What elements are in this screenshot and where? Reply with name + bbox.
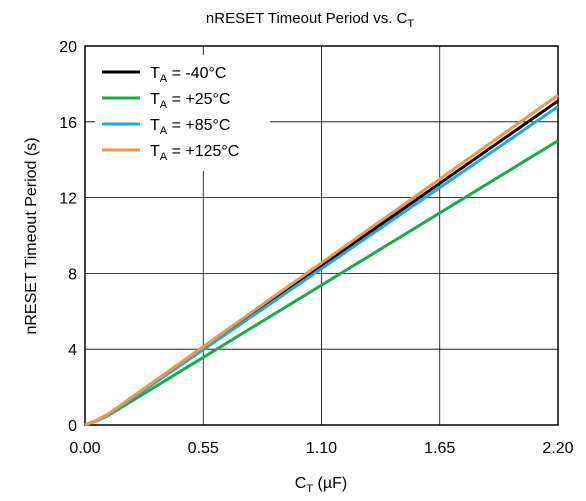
chart-title: nRESET Timeout Period vs. CT [206, 10, 414, 30]
plot-frame [84, 45, 559, 426]
y-tick-label: 20 [59, 39, 77, 56]
legend-label: TA = -40°C [150, 65, 226, 85]
legend-label: TA = +85°C [150, 117, 230, 137]
x-axis-label-sub: T [306, 483, 313, 495]
x-axis-label-main: C [295, 475, 307, 492]
legend-label: TA = +25°C [150, 91, 230, 111]
x-tick-label: 1.65 [424, 440, 455, 457]
y-tick-labels: 0 4 8 12 16 20 [59, 39, 77, 435]
x-axis-label: CT (µF) [295, 475, 347, 495]
chart-title-main: nRESET Timeout Period vs. C [206, 10, 408, 27]
y-tick-label: 8 [68, 266, 77, 283]
series-line [84, 94, 559, 427]
x-tick-label: 2.20 [542, 440, 573, 457]
x-tick-label: 0.00 [69, 440, 100, 457]
legend-label: TA = +125°C [150, 143, 239, 163]
x-tick-labels: 0.00 0.55 1.10 1.65 2.20 [69, 440, 573, 457]
y-tick-label: 16 [59, 115, 77, 132]
x-tick-label: 1.10 [306, 440, 337, 457]
legend: TA = -40°C TA = +25°C TA = +85°C TA = +125°… [102, 65, 239, 163]
series-lines [84, 94, 559, 427]
x-tick-label: 0.55 [188, 440, 219, 457]
y-tick-label: 4 [68, 342, 77, 359]
y-axis-label: nRESET Timeout Period (s) [23, 137, 40, 334]
y-tick-label: 12 [59, 191, 77, 208]
legend-box [95, 55, 270, 171]
x-axis-label-rest: (µF) [313, 475, 347, 492]
y-tick-label: 0 [68, 418, 77, 435]
chart-title-sub: T [407, 18, 414, 30]
